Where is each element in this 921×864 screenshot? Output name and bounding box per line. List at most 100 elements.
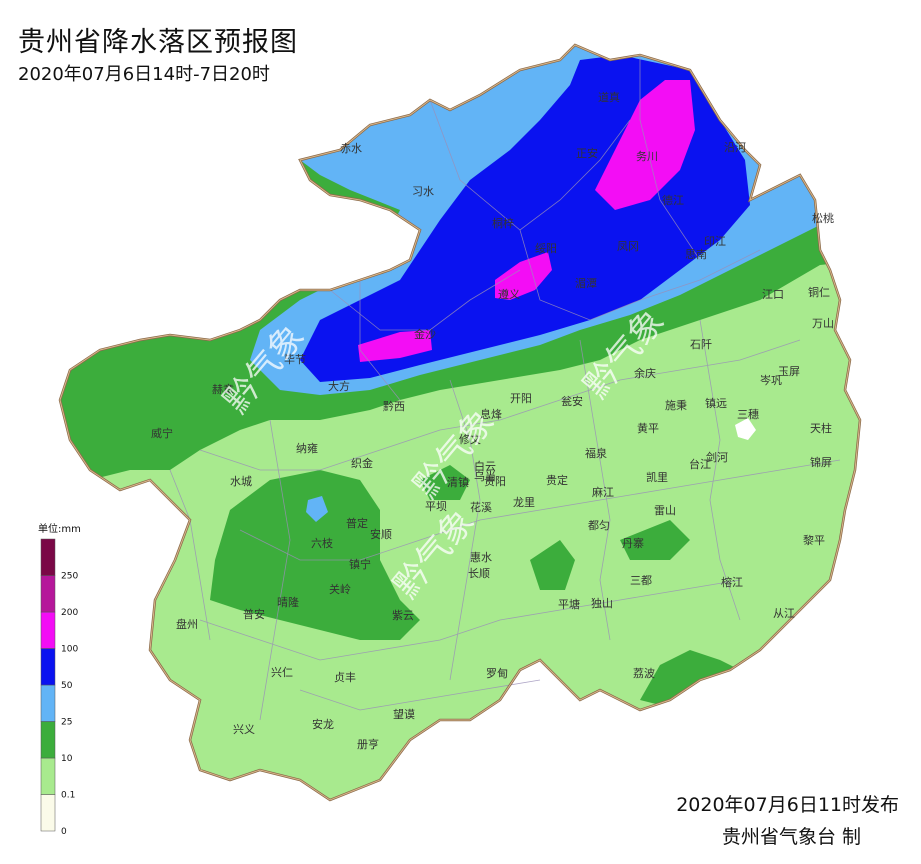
city-label: 贵定 <box>546 473 568 487</box>
city-label: 纳雍 <box>296 441 318 455</box>
city-label: 锦屏 <box>810 455 832 469</box>
city-label: 雷山 <box>654 504 676 517</box>
city-label: 六枝 <box>311 536 333 550</box>
city-label: 余庆 <box>634 366 656 380</box>
legend-label: 200 <box>61 608 78 618</box>
city-label: 兴仁 <box>271 666 293 679</box>
city-label: 德江 <box>662 193 684 207</box>
city-label: 黄平 <box>637 421 659 435</box>
city-label: 清镇 <box>447 475 469 489</box>
city-label: 印江 <box>704 235 726 248</box>
city-label: 从江 <box>773 607 795 620</box>
zone-heavy-rainstorm-wuchuan <box>595 80 695 210</box>
forecast-period: 2020年07月6日14时-7日20时 <box>18 64 270 85</box>
legend-label: 250 <box>61 572 78 582</box>
city-label: 福泉 <box>585 446 607 460</box>
city-label: 惠水 <box>470 550 492 564</box>
city-label: 丹寨 <box>622 536 644 550</box>
city-label: 普安 <box>243 607 265 621</box>
city-label: 晴隆 <box>277 595 299 609</box>
city-label: 贵阳 <box>484 475 506 488</box>
city-label: 瓮安 <box>561 394 583 408</box>
city-label: 三都 <box>630 574 652 587</box>
city-label: 织金 <box>351 456 373 470</box>
zone-moderate-rain-danzhai <box>620 520 690 560</box>
city-label: 平塘 <box>558 597 580 611</box>
legend-label: 0 <box>61 827 67 836</box>
city-label: 遵义 <box>498 287 520 301</box>
city-label: 赫章 <box>212 382 234 396</box>
city-label: 正安 <box>576 146 598 160</box>
city-label: 施秉 <box>665 398 687 412</box>
city-label: 岑巩 <box>760 374 782 387</box>
legend: 0 0.1 10 25 50 100 200 250 <box>40 538 78 836</box>
city-label: 水城 <box>230 475 252 488</box>
city-label: 台江 <box>689 457 711 471</box>
city-label: 道真 <box>598 90 620 104</box>
legend-swatch <box>40 538 56 576</box>
legend-label: 50 <box>61 681 73 691</box>
city-label: 普定 <box>346 516 368 530</box>
city-label: 思南 <box>685 248 707 261</box>
city-label: 绥阳 <box>535 242 557 255</box>
legend-swatch <box>40 794 56 832</box>
city-label: 沿河 <box>724 141 746 154</box>
city-label: 贞丰 <box>334 670 356 684</box>
legend-unit: 单位:mm <box>38 524 81 535</box>
zone-no-rain <box>735 418 756 440</box>
city-label: 平坝 <box>425 499 447 513</box>
zone-heavy-rainstorm-jinsha <box>358 330 432 362</box>
zone-moderate-rain-pingtang <box>530 540 575 590</box>
city-label: 桐梓 <box>492 216 514 230</box>
city-label: 独山 <box>591 597 613 610</box>
city-label: 剑河 <box>706 450 728 464</box>
legend-swatch <box>40 611 56 649</box>
city-label: 赤水 <box>340 142 362 155</box>
city-label: 紫云 <box>392 609 414 622</box>
zone-heavy-rainstorm-zunyi <box>495 252 552 300</box>
legend-label: 0.1 <box>61 791 75 801</box>
legend-swatch <box>40 684 56 722</box>
city-label: 黎平 <box>803 533 825 547</box>
city-label: 三穗 <box>737 408 759 421</box>
city-label: 盘州 <box>176 617 198 631</box>
city-label: 铜仁 <box>808 285 830 299</box>
zone-moderate-rain-qingzhen <box>420 465 470 500</box>
city-label: 白云 <box>474 459 496 473</box>
legend-label: 10 <box>61 754 73 764</box>
zone-moderate-rain-west <box>210 470 420 640</box>
city-label: 黔西 <box>383 399 405 413</box>
city-label: 龙里 <box>513 496 535 509</box>
legend-label: 25 <box>61 718 72 728</box>
city-label: 修文 <box>459 432 481 446</box>
city-label: 万山 <box>812 317 834 330</box>
city-label: 榕江 <box>721 575 743 589</box>
city-label: 关岭 <box>329 582 351 596</box>
issuer: 贵州省气象台 制 <box>721 826 861 848</box>
city-label: 习水 <box>412 185 434 198</box>
city-label: 石阡 <box>690 338 712 351</box>
city-label: 大方 <box>328 379 350 393</box>
zone-moderate-heavy-liuzhi <box>306 496 328 522</box>
page-title: 贵州省降水落区预报图 <box>18 27 298 58</box>
city-label: 兴义 <box>233 723 255 736</box>
legend-swatch <box>40 575 56 613</box>
city-label: 乌当 <box>474 469 496 483</box>
city-label: 天柱 <box>810 421 832 435</box>
city-label: 凤冈 <box>617 240 639 253</box>
city-label: 凯里 <box>646 471 668 484</box>
city-label: 荔波 <box>633 667 655 680</box>
city-label: 都匀 <box>588 519 610 532</box>
city-label: 息烽 <box>480 407 502 421</box>
city-label: 麻江 <box>592 485 614 499</box>
issue-time: 2020年07月6日11时发布 <box>676 794 899 816</box>
city-label: 册亨 <box>357 737 379 751</box>
city-label: 玉屏 <box>778 365 800 378</box>
city-label: 开阳 <box>510 392 532 405</box>
city-label: 威宁 <box>151 426 173 440</box>
city-label: 花溪 <box>470 501 492 514</box>
city-label: 务川 <box>636 150 658 163</box>
city-label: 金沙 <box>414 327 436 341</box>
